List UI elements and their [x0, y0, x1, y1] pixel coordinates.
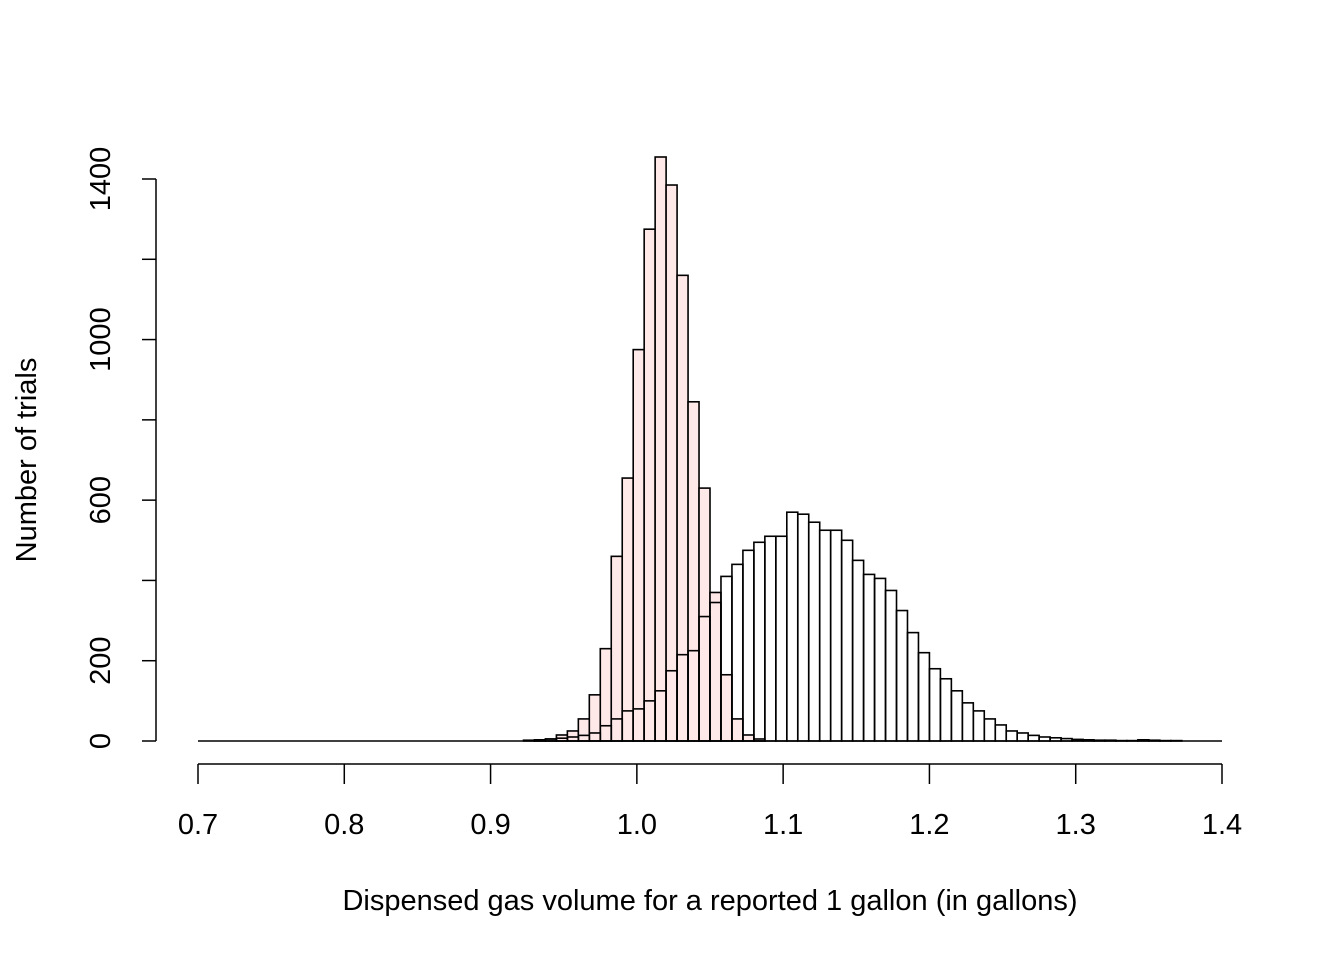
x-tick-label: 0.9: [470, 809, 510, 841]
series-b-bar: [731, 563, 744, 742]
series-a-bar: [599, 647, 613, 742]
series-b-bar: [983, 718, 997, 742]
x-axis: 0.7 0.8 0.9 1.0 1.1 1.2 1.3 1.4: [178, 763, 1242, 841]
series-a-bar: [632, 348, 645, 742]
series-b-bar: [785, 511, 799, 742]
x-axis-label: Dispensed gas volume for a reported 1 ga…: [342, 885, 1077, 917]
series-b-bar: [1027, 734, 1040, 742]
series-a-bar: [742, 734, 755, 742]
y-tick-label: 0: [85, 733, 117, 749]
y-tick-label: 1400: [85, 147, 117, 212]
series-b-bar: [818, 529, 832, 742]
series-b-bar: [851, 559, 865, 742]
series-b-bar: [862, 573, 876, 742]
x-tick-label: 1.1: [763, 809, 803, 841]
x-tick-label: 0.8: [324, 809, 364, 841]
y-axis: 0 200 600 1000 1400: [85, 147, 157, 749]
series-b-bar: [961, 702, 975, 742]
series-b-bar: [873, 577, 887, 742]
series-b-bar: [829, 529, 843, 742]
x-tick-label: 1.3: [1056, 809, 1096, 841]
x-tick-label: 1.4: [1202, 809, 1242, 841]
series-b-bar: [884, 589, 898, 742]
series-b-bar: [906, 631, 920, 742]
series-b-bar: [939, 677, 953, 742]
series-b-bar: [928, 667, 942, 742]
series-b-bar: [764, 535, 777, 742]
series-a-bar: [621, 477, 634, 742]
series-a-bar: [676, 274, 689, 742]
series-a-bar: [731, 718, 744, 742]
y-axis-label: Number of trials: [11, 358, 43, 563]
series-a-bar: [566, 730, 580, 742]
series-b-bar: [807, 521, 821, 742]
series-b-bar: [1016, 732, 1029, 742]
series-a-bar: [687, 400, 700, 742]
series-b-bar: [742, 549, 755, 742]
series-a-bar: [665, 184, 678, 742]
x-tick-label: 1.0: [617, 809, 657, 841]
x-tick-label: 0.7: [178, 809, 218, 841]
series-b-bar: [994, 724, 1008, 742]
series-b-bar: [950, 690, 964, 742]
series-b-bar: [796, 513, 810, 742]
y-tick-label: 600: [85, 476, 117, 524]
series-a-bar: [698, 487, 711, 742]
series-b-bar: [1005, 730, 1018, 742]
y-tick-label: 1000: [85, 307, 117, 372]
y-tick-label: 200: [85, 637, 117, 685]
series-b-bar: [917, 651, 931, 742]
series-a-bars: [533, 156, 766, 742]
series-b-bar: [972, 710, 986, 742]
series-b-bar: [840, 539, 854, 742]
series-a-bar: [577, 718, 591, 742]
x-tick-label: 1.2: [909, 809, 949, 841]
series-b-bar: [753, 541, 766, 742]
series-b-bar: [775, 535, 788, 742]
series-a-bar: [709, 591, 722, 742]
series-a-bar: [720, 673, 733, 742]
series-a-bar: [654, 156, 667, 742]
series-a-bar: [643, 228, 656, 742]
series-a-bar: [588, 694, 602, 742]
series-b-bar: [895, 609, 909, 742]
series-a-bar: [610, 555, 624, 742]
